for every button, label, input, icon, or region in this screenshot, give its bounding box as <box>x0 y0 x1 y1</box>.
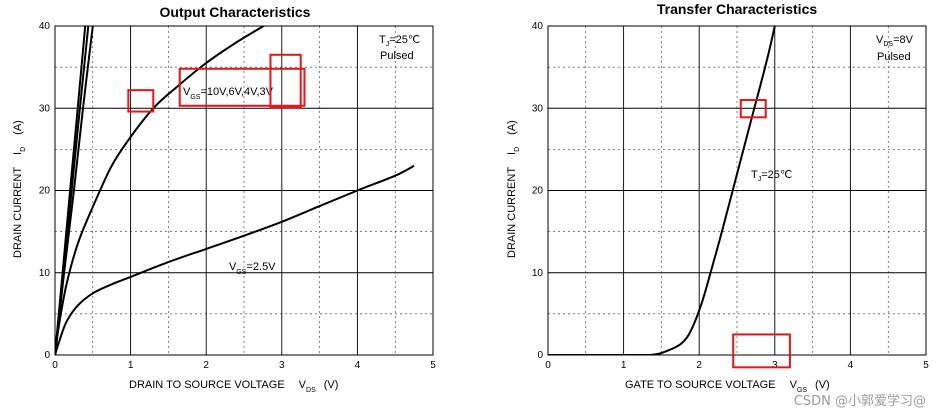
x-tick-labels-transfer: 0 1 2 3 4 5 <box>545 360 929 371</box>
junction-temp-note-output: TJ=25℃ <box>379 34 420 48</box>
x-tick-label: 0 <box>52 360 58 371</box>
x-tick-label: 0 <box>545 360 551 371</box>
series-line-s5 <box>55 164 415 355</box>
x-tick-label: 1 <box>128 360 134 371</box>
vds-note-transfer: VDS=8V <box>876 34 914 48</box>
y-tick-label: 10 <box>532 268 544 279</box>
pulsed-note-output: Pulsed <box>380 50 414 62</box>
chart-title-output: Output Characteristics <box>160 4 311 20</box>
curves-output <box>55 26 415 355</box>
y-axis-label-output: DRAIN CURRENTID(A) <box>12 120 27 258</box>
y-tick-label: 30 <box>39 103 51 114</box>
x-tick-label: 5 <box>923 360 929 371</box>
x-tick-label: 1 <box>621 360 627 371</box>
series-line-t1 <box>548 26 776 355</box>
transfer-characteristics-chart: Transfer Characteristics 0 1 2 3 4 5 0 10 20 30 4… <box>506 1 929 394</box>
y-tick-label: 40 <box>532 21 544 32</box>
highlight-box-box2 <box>178 67 306 107</box>
x-tick-label: 5 <box>430 360 436 371</box>
x-tick-label: 4 <box>355 360 361 371</box>
x-tick-label: 2 <box>203 360 209 371</box>
y-tick-label: 30 <box>532 103 544 114</box>
watermark: CSDN @小郭爱学习@ <box>794 393 926 409</box>
x-tick-label: 4 <box>848 360 854 371</box>
y-tick-label: 40 <box>39 21 51 32</box>
y-tick-labels-transfer: 0 10 20 30 40 <box>532 21 544 361</box>
gridlines-output <box>55 26 433 355</box>
x-tick-labels-output: 0 1 2 3 4 5 <box>52 360 436 371</box>
vgs-low-annotation: VGS=2.5V <box>229 261 276 276</box>
x-tick-label: 3 <box>279 360 285 371</box>
y-tick-label: 20 <box>39 186 51 197</box>
x-axis-label-transfer: GATE TO SOURCE VOLTAGE VGS (V) <box>625 379 830 394</box>
curves-transfer <box>548 26 776 355</box>
highlight-boxes-transfer <box>732 99 791 369</box>
gridlines-transfer <box>548 26 926 355</box>
series-line-s4 <box>55 26 266 355</box>
y-tick-label: 0 <box>537 350 543 361</box>
highlight-boxes-output <box>127 53 306 113</box>
tj-annotation-transfer: TJ=25℃ <box>751 169 792 183</box>
pulsed-note-transfer: Pulsed <box>877 51 911 63</box>
chart-title-transfer: Transfer Characteristics <box>657 1 818 17</box>
highlight-box-box5 <box>732 333 791 369</box>
series-line-s3 <box>55 26 94 355</box>
y-tick-label: 10 <box>39 268 51 279</box>
x-tick-label: 3 <box>772 360 778 371</box>
vgs-high-annotation: VGS=10V,6V,4V,3V <box>183 86 274 101</box>
x-axis-label-output: DRAIN TO SOURCE VOLTAGE VDS (V) <box>129 379 338 394</box>
y-tick-label: 0 <box>44 350 50 361</box>
y-axis-label-transfer: DRAIN CURRENTID(A) <box>506 120 521 258</box>
x-tick-label: 2 <box>696 360 702 371</box>
highlight-box-box1 <box>127 89 155 113</box>
highlight-box-box4 <box>739 99 767 119</box>
highlight-box-box3 <box>269 53 302 109</box>
y-tick-labels-output: 0 10 20 30 40 <box>39 21 51 361</box>
y-tick-label: 20 <box>532 186 544 197</box>
